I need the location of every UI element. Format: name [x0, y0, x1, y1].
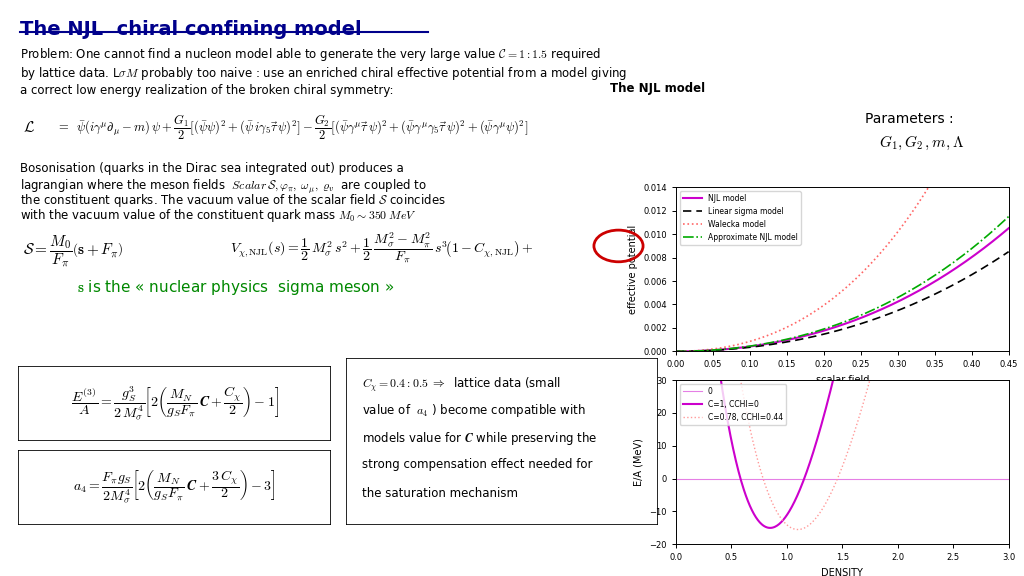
- NJL model: [829, 323, 842, 330]
- C=0.78, CCHI=0.44: [828, 482, 841, 489]
- Text: with the vacuum value of the constituent quark mass $M_0{\sim}350\;MeV$: with the vacuum value of the constituent…: [20, 207, 417, 225]
- Linear sigma model: [829, 328, 842, 335]
- X-axis label: scalar field: scalar field: [815, 375, 869, 385]
- 0: [942, 475, 954, 482]
- NJL model: [827, 324, 840, 331]
- Walecka model: [829, 293, 842, 300]
- Approximate NJL model: [829, 321, 842, 328]
- Approximate NJL model: [850, 314, 862, 321]
- Text: lagrangian where the meson fields  $\mathit{Scalar}\,\mathcal{S},\varphi_{\pi},\: lagrangian where the meson fields $\math…: [20, 177, 427, 196]
- Line: NJL model: NJL model: [676, 228, 1009, 351]
- Approximate NJL model: [1002, 213, 1015, 220]
- NJL model: [1002, 225, 1015, 232]
- Walecka model: [1002, 20, 1015, 26]
- Text: models value for $\boldsymbol{C}$ while preserving the: models value for $\boldsymbol{C}$ while …: [361, 430, 597, 447]
- Line: Approximate NJL model: Approximate NJL model: [676, 217, 1009, 351]
- Walecka model: [867, 257, 880, 264]
- Linear sigma model: [867, 316, 880, 323]
- Walecka model: [670, 348, 682, 355]
- Text: $\dfrac{E^{(3)}}{A} = \dfrac{g_{S}^{3}}{2\,M_{\sigma}^{4}}\left[2\left(\dfrac{M_: $\dfrac{E^{(3)}}{A} = \dfrac{g_{S}^{3}}{…: [71, 384, 279, 422]
- Linear sigma model: [994, 253, 1007, 260]
- C=1, CCHI=0: [868, 186, 881, 193]
- Legend: 0, C=1, CCHI=0, C=0.78, CCHI=0.44: 0, C=1, CCHI=0, C=0.78, CCHI=0.44: [680, 384, 786, 425]
- Linear sigma model: [670, 348, 682, 355]
- Text: Bosonisation (quarks in the Dirac sea integrated out) produces a: Bosonisation (quarks in the Dirac sea in…: [20, 162, 404, 176]
- Y-axis label: effective potential: effective potential: [628, 225, 638, 314]
- NJL model: [670, 348, 682, 355]
- Text: $a_4 = \dfrac{F_{\pi}g_S}{2M_{\sigma}^{4}}\left[2\left(\dfrac{M_N}{g_S F_{\pi}}\: $a_4 = \dfrac{F_{\pi}g_S}{2M_{\sigma}^{4…: [74, 469, 275, 506]
- Text: the saturation mechanism: the saturation mechanism: [361, 487, 518, 500]
- Line: C=0.78, CCHI=0.44: C=0.78, CCHI=0.44: [676, 0, 1009, 529]
- Linear sigma model: [942, 284, 954, 291]
- 0: [850, 475, 862, 482]
- Text: $G_1, G_2\,,m, \Lambda$: $G_1, G_2\,,m, \Lambda$: [879, 134, 964, 152]
- Text: $\boldsymbol{C_{\chi} = 0.4 : 0.5}\;\Rightarrow$  lattice data (small: $\boldsymbol{C_{\chi} = 0.4 : 0.5}\;\Rig…: [361, 375, 561, 393]
- Walecka model: [942, 150, 954, 157]
- Linear sigma model: [850, 322, 862, 329]
- 0: [994, 475, 1007, 482]
- C=1, CCHI=0: [828, 371, 841, 378]
- Line: C=1, CCHI=0: C=1, CCHI=0: [676, 0, 1009, 528]
- Text: $V_{\chi,\mathrm{NJL}}(s) = \dfrac{1}{2}\,M_{\sigma}^{2}\,s^{2} + \dfrac{1}{2}\,: $V_{\chi,\mathrm{NJL}}(s) = \dfrac{1}{2}…: [230, 230, 534, 266]
- Walecka model: [827, 294, 840, 301]
- Text: $\mathcal{S} = \dfrac{M_0}{F_{\pi}}\left(\mathbf{s} + F_{\pi}\right)$: $\mathcal{S} = \dfrac{M_0}{F_{\pi}}\left…: [23, 233, 123, 270]
- FancyBboxPatch shape: [346, 358, 658, 525]
- NJL model: [850, 316, 862, 323]
- Linear sigma model: [827, 328, 840, 335]
- Approximate NJL model: [827, 322, 840, 329]
- FancyBboxPatch shape: [18, 366, 331, 441]
- Text: Parameters :: Parameters :: [865, 112, 954, 126]
- 0: [670, 475, 682, 482]
- Text: the constituent quarks. The vacuum value of the scalar field $\mathcal{S}$ coinc: the constituent quarks. The vacuum value…: [20, 192, 446, 210]
- 0: [827, 475, 840, 482]
- Line: Linear sigma model: Linear sigma model: [676, 252, 1009, 351]
- Text: $\mathbf{s}$ is the « nuclear physics  sigma meson »: $\mathbf{s}$ is the « nuclear physics si…: [77, 278, 394, 297]
- X-axis label: DENSITY: DENSITY: [821, 568, 863, 576]
- Y-axis label: E/A (MeV): E/A (MeV): [634, 438, 644, 486]
- Text: The NJL model: The NJL model: [610, 82, 706, 95]
- Approximate NJL model: [867, 306, 880, 313]
- Approximate NJL model: [670, 348, 682, 355]
- NJL model: [867, 309, 880, 316]
- FancyBboxPatch shape: [18, 450, 331, 525]
- C=0.78, CCHI=0.44: [830, 478, 843, 484]
- C=0.78, CCHI=0.44: [943, 26, 955, 33]
- Legend: NJL model, Linear sigma model, Walecka model, Approximate NJL model: NJL model, Linear sigma model, Walecka m…: [680, 191, 801, 245]
- Linear sigma model: [1002, 248, 1015, 255]
- Approximate NJL model: [942, 263, 954, 270]
- 0: [1002, 475, 1015, 482]
- Walecka model: [850, 275, 862, 282]
- Text: The NJL  chiral confining model: The NJL chiral confining model: [20, 20, 362, 39]
- Walecka model: [994, 40, 1007, 47]
- C=0.78, CCHI=0.44: [851, 422, 863, 429]
- C=1, CCHI=0: [851, 274, 863, 281]
- 0: [867, 475, 880, 482]
- Text: $= \;\; \bar{\psi}(i\gamma^{\mu}\partial_{\mu} - m)\,\psi + \dfrac{G_1}{2}\left[: $= \;\; \bar{\psi}(i\gamma^{\mu}\partial…: [56, 113, 528, 142]
- C=0.78, CCHI=0.44: [792, 526, 804, 533]
- C=1, CCHI=0: [830, 362, 843, 369]
- Text: Problem: One cannot find a nucleon model able to generate the very large value $: Problem: One cannot find a nucleon model…: [20, 46, 628, 97]
- Approximate NJL model: [994, 221, 1007, 228]
- C=1, CCHI=0: [764, 524, 776, 531]
- NJL model: [994, 232, 1007, 238]
- Text: strong compensation effect needed for: strong compensation effect needed for: [361, 458, 592, 472]
- C=0.78, CCHI=0.44: [868, 359, 881, 366]
- Text: $\mathcal{L}$: $\mathcal{L}$: [23, 120, 35, 135]
- 0: [829, 475, 842, 482]
- NJL model: [942, 270, 954, 276]
- Line: Walecka model: Walecka model: [676, 23, 1009, 351]
- Text: value of  $\boldsymbol{a_4}$ ) become compatible with: value of $\boldsymbol{a_4}$ ) become com…: [361, 401, 586, 419]
